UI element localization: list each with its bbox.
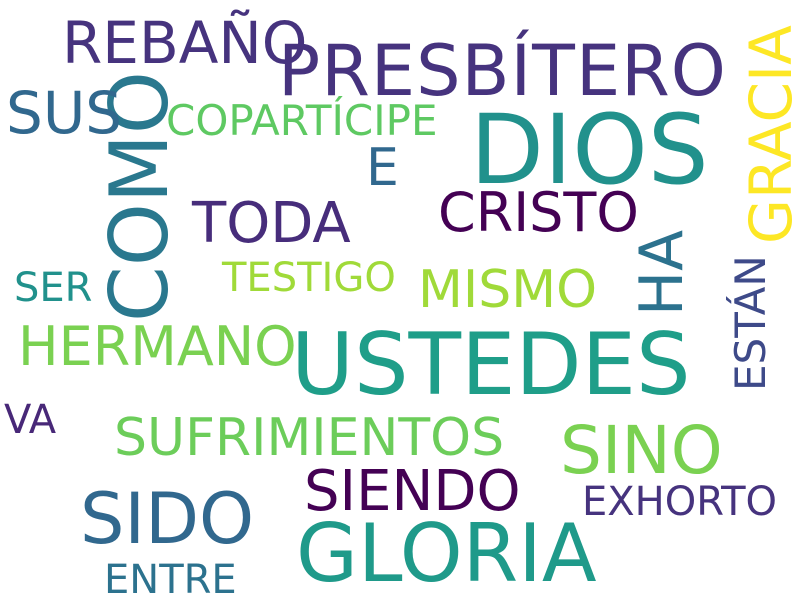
word-exhorto: EXHORTO bbox=[582, 479, 778, 525]
word-ustedes: USTEDES bbox=[291, 315, 691, 415]
word-toda: TODA bbox=[192, 191, 351, 256]
word-estan: ESTÁN bbox=[726, 255, 775, 391]
word-gloria: GLORIA bbox=[296, 507, 597, 600]
word-ser: SER bbox=[14, 265, 93, 311]
word-rebano: REBAÑO bbox=[62, 9, 308, 77]
word-siendo: SIENDO bbox=[304, 459, 521, 524]
word-e: E bbox=[366, 138, 399, 198]
word-dios: DIOS bbox=[470, 94, 709, 206]
word-va: VA bbox=[4, 397, 57, 443]
word-sufrimientos: SUFRIMIENTOS bbox=[114, 408, 505, 468]
word-testigo: TESTIGO bbox=[222, 255, 396, 301]
word-hermano: HERMANO bbox=[18, 315, 297, 378]
word-mismo: MISMO bbox=[418, 260, 598, 320]
word-cristo: CRISTO bbox=[438, 181, 639, 244]
word-ha: HA bbox=[627, 229, 697, 316]
word-sino: SINO bbox=[560, 412, 723, 489]
word-entre: ENTRE bbox=[104, 557, 237, 603]
word-gracia: GRACIA bbox=[737, 25, 800, 244]
word-presbitero: PRESBÍTERO bbox=[278, 30, 727, 112]
word-coparticipe: COPARTÍCIPE bbox=[166, 96, 438, 145]
word-sus: SUS bbox=[6, 79, 123, 147]
word-sido: SIDO bbox=[80, 478, 255, 560]
